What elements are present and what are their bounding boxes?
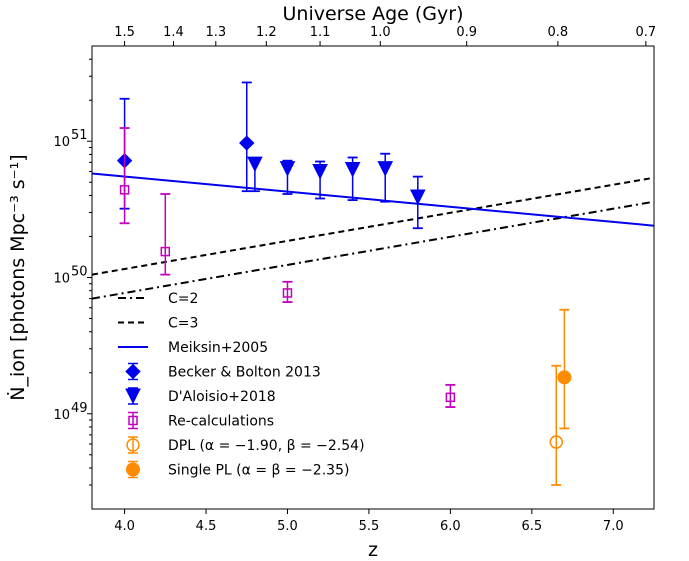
data-point-recalc — [445, 392, 456, 403]
data-point-daloisio — [312, 163, 328, 180]
x-tick-label: 4.0 — [114, 519, 135, 534]
y-tick-label: 10 — [53, 272, 70, 287]
legend-label-meiksin: Meiksin+2005 — [168, 340, 268, 356]
data-point-becker — [239, 135, 255, 151]
series-layer — [92, 81, 654, 486]
data-point-recalc — [282, 288, 293, 298]
top-tick-label: 1.5 — [114, 25, 135, 40]
series-c3 — [92, 176, 654, 276]
x-tick-label: 7.0 — [603, 519, 624, 534]
y-tick-exponent: 49 — [71, 401, 88, 416]
y-tick-exponent: 51 — [71, 128, 88, 143]
legend-marker-dpl — [126, 438, 140, 452]
legend-marker-recalc — [128, 415, 138, 426]
x-tick-label: 5.5 — [359, 519, 380, 534]
series-becker — [116, 81, 255, 210]
data-point-daloisio — [344, 162, 361, 178]
series-line-meiksin — [92, 172, 654, 227]
legend-label-spl: Single PL (α = β = −2.35) — [168, 463, 349, 479]
series-line-c3 — [92, 176, 654, 276]
legend-marker-spl — [126, 462, 140, 477]
data-point-daloisio — [377, 161, 394, 177]
x-tick-label: 5.0 — [277, 519, 298, 534]
top-tick-label: 1.1 — [310, 25, 331, 40]
x-tick-label: 4.5 — [196, 519, 217, 534]
legend-label-becker: Becker & Bolton 2013 — [168, 365, 321, 381]
x-axis-label: z — [368, 539, 378, 561]
top-tick-label: 1.4 — [163, 25, 184, 40]
series-recalc — [119, 127, 456, 408]
legend-marker-becker — [125, 363, 141, 380]
legend-marker-daloisio — [125, 388, 141, 405]
top-tick-label: 1.2 — [256, 25, 277, 40]
top-tick-label: 0.7 — [636, 25, 657, 40]
data-point-spl — [557, 370, 572, 385]
data-point-dpl — [549, 435, 564, 449]
data-point-recalc — [160, 246, 171, 257]
x-axis-ticks: 4.0 4.5 5.0 5.5 6.0 6.5 7.0 — [114, 509, 624, 534]
series-daloisio — [247, 152, 426, 230]
series-dpl — [549, 364, 564, 486]
plot-frame — [91, 45, 655, 510]
legend-label-dpl: DPL (α = −1.90, β = −2.54) — [168, 438, 365, 454]
legend-label-c3: C=3 — [168, 316, 198, 332]
legend-label-daloisio: D'Aloisio+2018 — [168, 389, 276, 405]
top-axis-label: Universe Age (Gyr) — [283, 3, 464, 25]
top-tick-label: 0.9 — [456, 25, 477, 40]
top-axis-ticks: 1.5 1.4 1.3 1.2 1.1 1.0 0.9 0.8 0.7 — [114, 25, 656, 46]
data-point-daloisio — [279, 161, 296, 177]
x-tick-label: 6.5 — [521, 519, 542, 534]
y-axis-label: Ṅ_ion [photons Mpc⁻³ s⁻¹] — [6, 154, 29, 400]
top-tick-label: 1.3 — [205, 25, 226, 40]
series-line-c2 — [92, 200, 654, 300]
series-meiksin — [92, 172, 654, 227]
legend: C=2 C=3 Meiksin+2005 Becker & Bolton 2013 D'… — [118, 291, 365, 479]
legend-label-c2: C=2 — [168, 291, 198, 307]
y-tick-label: 10 — [53, 408, 70, 423]
data-point-recalc — [119, 185, 130, 195]
top-tick-label: 0.8 — [548, 25, 569, 40]
top-tick-label: 1.0 — [370, 25, 391, 40]
y-tick-exponent: 50 — [71, 265, 88, 280]
data-point-daloisio — [247, 156, 263, 173]
x-tick-label: 6.0 — [440, 519, 461, 534]
series-spl — [557, 308, 572, 430]
data-point-daloisio — [409, 189, 426, 206]
legend-label-recalc: Re-calculations — [168, 414, 274, 430]
series-c2 — [92, 200, 654, 300]
y-tick-label: 10 — [53, 135, 70, 150]
